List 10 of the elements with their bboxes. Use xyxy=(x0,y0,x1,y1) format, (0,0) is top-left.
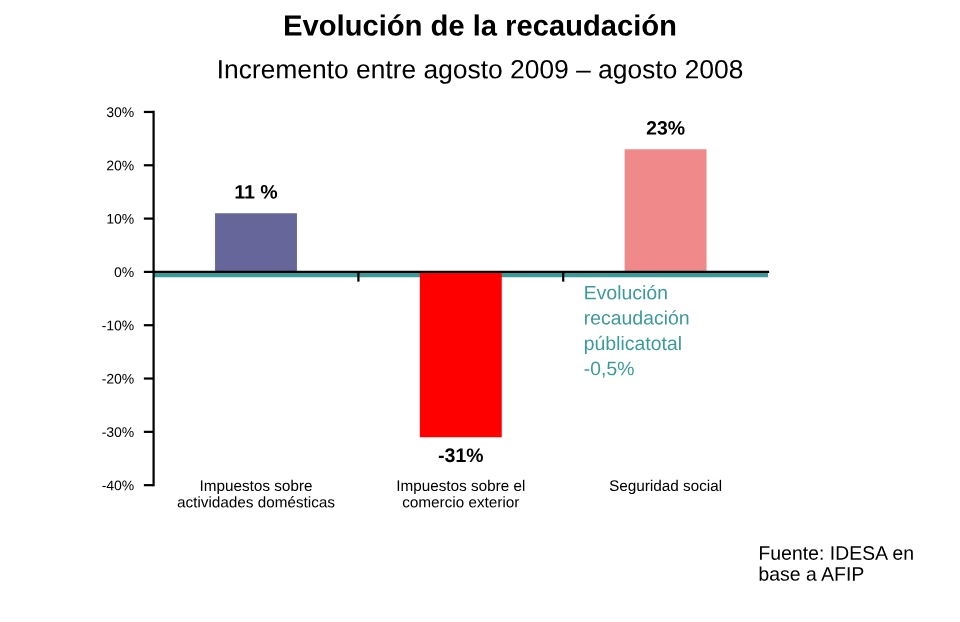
data-label: 23% xyxy=(646,121,685,135)
bar xyxy=(419,271,502,438)
chart-title: Evolución de la recaudación xyxy=(285,14,676,36)
bar xyxy=(624,149,707,272)
data-label: -31% xyxy=(438,448,483,463)
data-label: 11 % xyxy=(235,185,278,199)
source-note: Fuente: IDESA en base a AFIP xyxy=(759,546,913,581)
chart-subtitle: Incremento entre agosto 2009 – agosto 2008 xyxy=(219,59,743,84)
bar xyxy=(215,213,297,272)
ref-line-label: Evolución recaudación públicatotal -0,5% xyxy=(584,285,689,378)
